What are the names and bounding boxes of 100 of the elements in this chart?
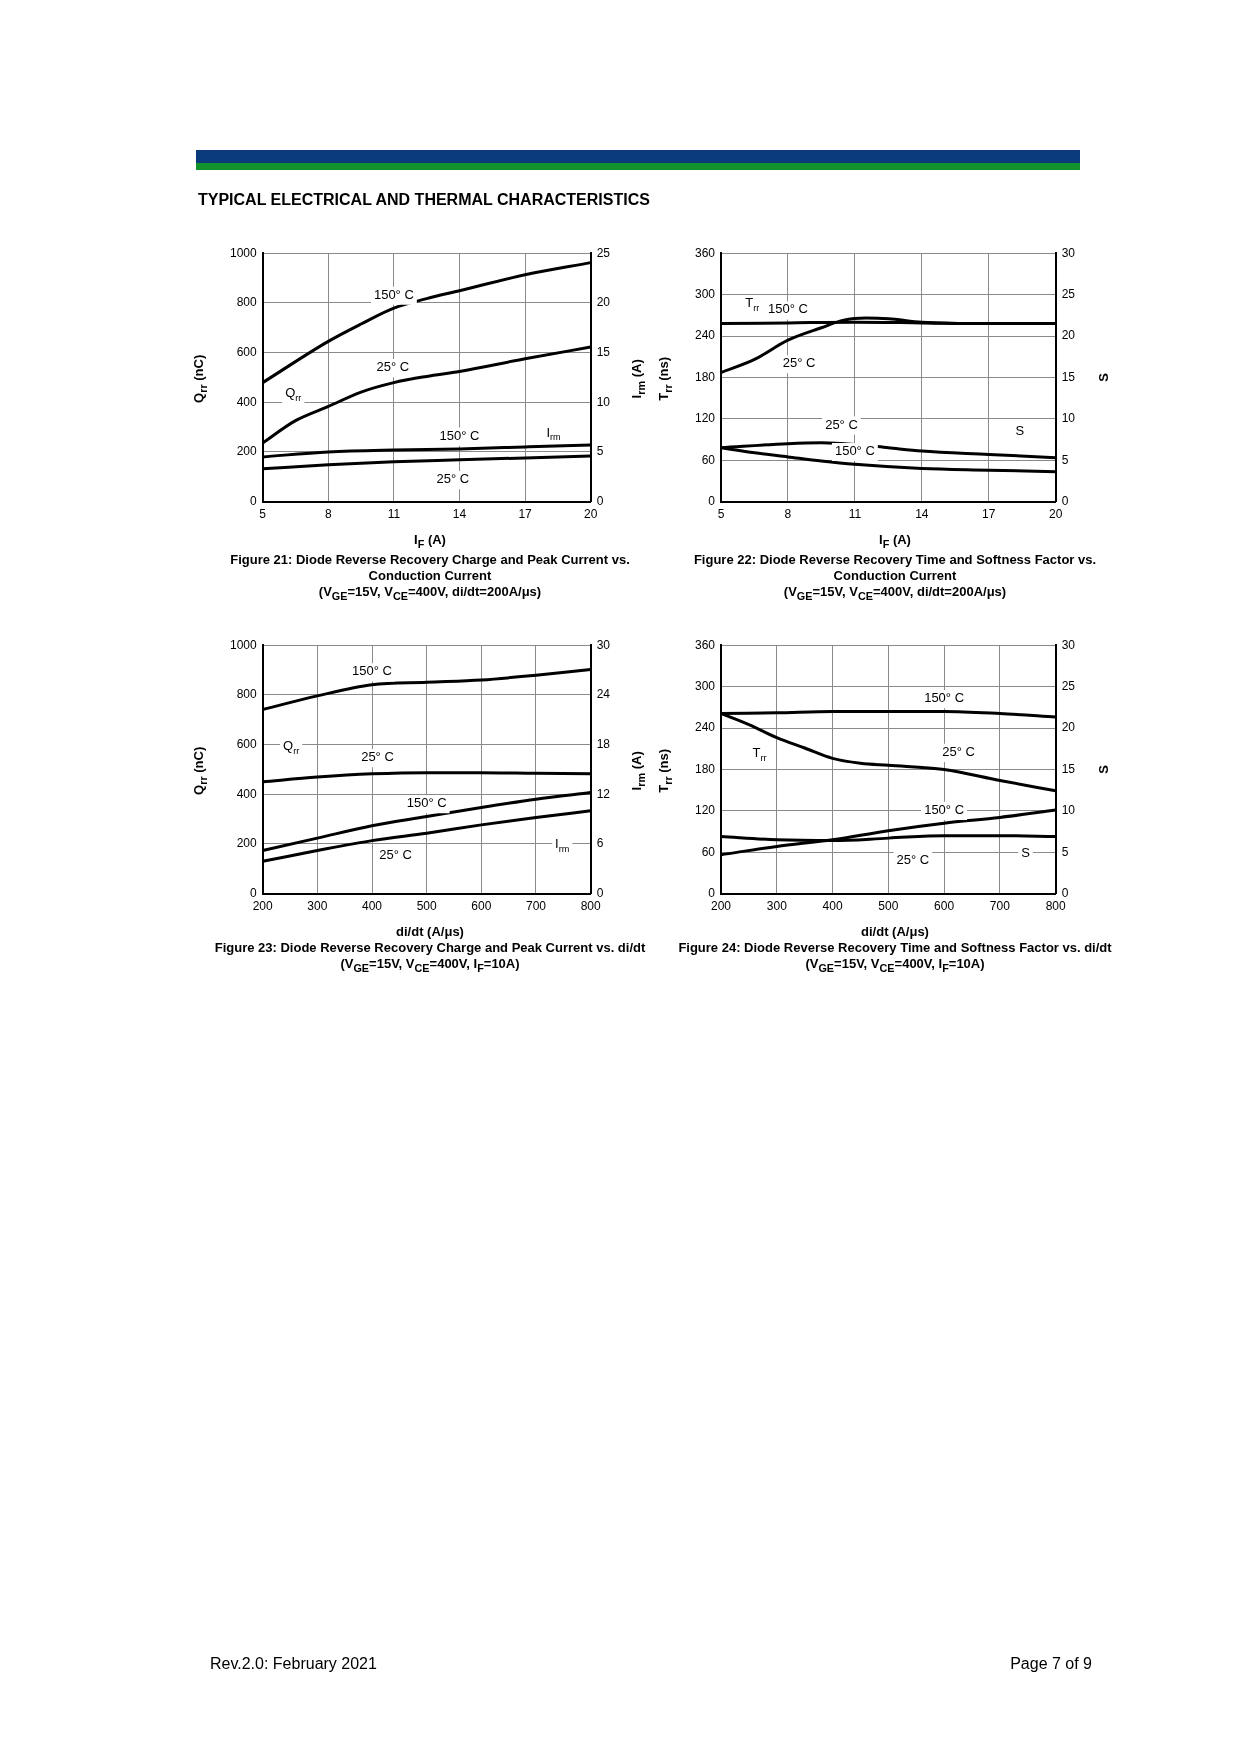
y-tick-label: 60 xyxy=(701,844,716,859)
annotation: 25° C xyxy=(942,743,975,759)
y2-tick-label: 15 xyxy=(1061,761,1076,776)
y-tick-label: 1000 xyxy=(229,245,258,260)
annotation: 150° C xyxy=(373,286,414,302)
y2-tick-label: 20 xyxy=(1061,328,1076,343)
y2-tick-label: 24 xyxy=(596,687,611,702)
y-tick-label: 0 xyxy=(708,493,716,508)
y-tick-label: 200 xyxy=(236,836,258,851)
y2-tick-label: 0 xyxy=(1061,493,1069,508)
annotation: 150° C xyxy=(924,690,965,706)
annotation: 25° C xyxy=(361,749,394,765)
y-tick-label: 1000 xyxy=(229,637,258,652)
y-tick-label: 600 xyxy=(236,344,258,359)
y2-tick-label: 0 xyxy=(1061,885,1069,900)
y2-tick-label: 0 xyxy=(596,493,604,508)
x-tick-label: 700 xyxy=(525,899,547,914)
x-tick-label: 400 xyxy=(822,899,843,914)
text: Figure 22: Diode Reverse Recovery Time and Softness Factor vs. Conduction Current xyxy=(692,552,1098,584)
annotation: 25° C xyxy=(896,852,930,868)
x-tick-label: 8 xyxy=(784,507,792,522)
y2-tick-label: 5 xyxy=(1061,452,1069,467)
y-tick-label: 400 xyxy=(236,786,258,801)
y2-tick-label: 5 xyxy=(1061,844,1069,859)
y-tick-label: 0 xyxy=(250,885,258,900)
x-tick-label: 400 xyxy=(362,899,383,914)
y-tick-label: 600 xyxy=(236,736,258,751)
x-tick-label: 5 xyxy=(259,507,267,522)
y2-tick-label: 12 xyxy=(596,786,611,801)
y2-tick-label: 10 xyxy=(1061,803,1076,818)
y-tick-label: 240 xyxy=(694,720,716,735)
y2-tick-label: 10 xyxy=(1061,411,1076,426)
x-axis-title: I$_{F}$ (A) xyxy=(878,532,912,552)
y2-axis-title: S xyxy=(1095,372,1111,384)
y-tick-label: 300 xyxy=(694,286,716,301)
y2-tick-label: 25 xyxy=(1061,286,1076,301)
annotation: 150° C xyxy=(439,427,480,443)
text: Figure 23: Diode Reverse Recovery Charge and Peak Current vs. di/dt xyxy=(213,940,647,956)
x-tick-label: 800 xyxy=(580,899,601,914)
y-tick-label: 240 xyxy=(694,328,716,343)
y2-tick-label: 30 xyxy=(596,637,611,652)
x-axis-title: I$_{F}$ (A) xyxy=(413,532,447,552)
y-tick-label: 800 xyxy=(236,687,258,702)
x-tick-label: 17 xyxy=(518,507,533,522)
x-tick-label: 600 xyxy=(471,899,492,914)
y-tick-label: 200 xyxy=(236,444,258,459)
text: Page 7 of 9 xyxy=(1010,1655,1092,1673)
y-tick-label: 400 xyxy=(236,394,258,409)
y-tick-label: 120 xyxy=(694,411,716,426)
y-tick-label: 800 xyxy=(236,295,258,310)
annotation: S xyxy=(1015,423,1025,439)
x-tick-label: 700 xyxy=(989,899,1011,914)
text: Rev.2.0: February 2021 xyxy=(210,1655,377,1673)
x-tick-label: 17 xyxy=(982,507,996,522)
y-tick-label: 120 xyxy=(694,803,716,818)
x-tick-label: 600 xyxy=(934,899,955,914)
y2-tick-label: 10 xyxy=(596,394,611,409)
annotation: 150° C xyxy=(406,795,447,811)
x-tick-label: 500 xyxy=(878,899,899,914)
y-tick-label: 180 xyxy=(694,369,716,384)
text: (V$_{GE}$=15V, V$_{CE}$=400V, di/dt=200A/μs) xyxy=(782,584,1008,604)
y2-tick-label: 25 xyxy=(596,245,611,260)
text: (V$_{GE}$=15V, V$_{CE}$=400V, I$_{F}$=10A) xyxy=(339,956,521,976)
annotation: 25° C xyxy=(825,416,858,432)
annotation: 25° C xyxy=(436,471,470,487)
x-tick-label: 300 xyxy=(766,899,788,914)
x-axis-title: di/dt (A/μs) xyxy=(395,924,465,940)
x-tick-label: 20 xyxy=(1048,507,1063,522)
text: (V$_{GE}$=15V, V$_{CE}$=400V, di/dt=200A/μs) xyxy=(317,584,543,604)
y2-tick-label: 30 xyxy=(1061,245,1076,260)
x-tick-label: 800 xyxy=(1045,899,1066,914)
annotation: S xyxy=(1021,845,1031,861)
x-tick-label: 500 xyxy=(416,899,438,914)
y2-tick-label: 6 xyxy=(596,836,604,851)
x-tick-label: 11 xyxy=(387,507,401,522)
y-tick-label: 60 xyxy=(701,452,716,467)
text: Figure 21: Diode Reverse Recovery Charge and Peak Current vs. Conduction Current xyxy=(229,552,631,584)
annotation: 25° C xyxy=(782,355,816,371)
text: (V$_{GE}$=15V, V$_{CE}$=400V, I$_{F}$=10A) xyxy=(804,956,986,976)
y-tick-label: 300 xyxy=(694,678,716,693)
y2-tick-label: 5 xyxy=(596,444,604,459)
y2-tick-label: 20 xyxy=(596,295,611,310)
annotation: 150° C xyxy=(834,442,875,458)
x-tick-label: 20 xyxy=(583,507,598,522)
y-tick-label: 0 xyxy=(250,493,258,508)
x-tick-label: 300 xyxy=(307,899,328,914)
text: TYPICAL ELECTRICAL AND THERMAL CHARACTERISTICS xyxy=(198,191,650,209)
y2-tick-label: 0 xyxy=(596,885,604,900)
y2-tick-label: 20 xyxy=(1061,720,1076,735)
y2-tick-label: 15 xyxy=(596,344,611,359)
y-tick-label: 360 xyxy=(694,245,716,260)
y2-tick-label: 25 xyxy=(1061,678,1076,693)
y-tick-label: 0 xyxy=(708,885,716,900)
x-tick-label: 5 xyxy=(717,507,725,522)
x-tick-label: 11 xyxy=(848,507,862,522)
x-tick-label: 14 xyxy=(915,507,929,522)
text: Figure 24: Diode Reverse Recovery Time and Softness Factor vs. di/dt xyxy=(677,940,1113,956)
x-tick-label: 14 xyxy=(452,507,467,522)
y2-tick-label: 30 xyxy=(1061,637,1076,652)
x-tick-label: 8 xyxy=(324,507,332,522)
